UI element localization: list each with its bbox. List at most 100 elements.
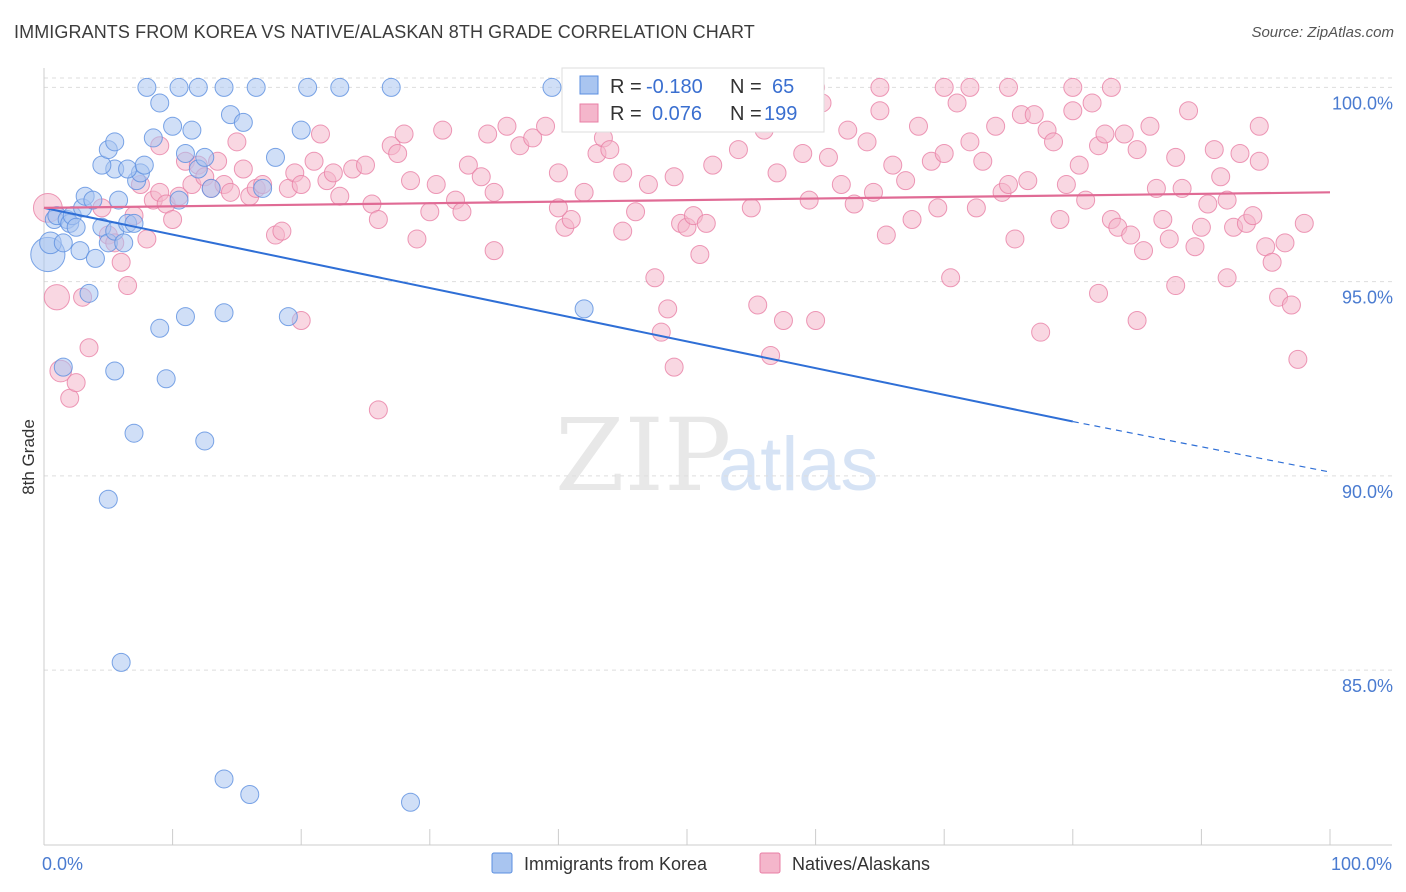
native-point: [548, 163, 568, 183]
native-point: [908, 116, 928, 136]
native-point: [831, 175, 851, 195]
native-point: [1134, 241, 1154, 261]
korea-point: [85, 248, 105, 268]
native-point: [458, 155, 478, 175]
y-tick-label: 100.0%: [1332, 93, 1393, 113]
korea-point: [111, 652, 131, 672]
native-point: [330, 186, 350, 206]
native-point: [484, 182, 504, 202]
y-axis-label: 8th Grade: [19, 419, 38, 495]
native-point: [664, 167, 684, 187]
native-point: [1050, 210, 1070, 230]
korea-point: [163, 116, 183, 136]
korea-point: [124, 213, 144, 233]
stats-native-r-value: 0.076: [652, 103, 702, 125]
native-point: [876, 225, 896, 245]
native-point: [999, 77, 1018, 97]
native-point: [1153, 210, 1173, 230]
native-point: [1204, 140, 1224, 160]
korea-point: [201, 178, 221, 198]
native-point: [323, 163, 343, 183]
native-point: [484, 241, 504, 261]
korea-point: [150, 93, 170, 113]
native-point: [356, 155, 375, 175]
native-point: [1275, 233, 1295, 253]
trend-lines: [43, 191, 1331, 473]
native-point: [960, 77, 980, 97]
stats-native-n-label: N =: [730, 103, 762, 125]
legend: Immigrants from Korea Natives/Alaskans: [491, 852, 930, 874]
native-point: [703, 155, 723, 175]
korea-point: [175, 143, 195, 163]
native-point: [310, 124, 330, 144]
native-point: [426, 175, 446, 195]
native-point: [1217, 268, 1237, 288]
korea-point: [53, 357, 73, 377]
native-point: [407, 229, 427, 249]
korea-point: [265, 147, 285, 167]
native-point: [561, 210, 581, 230]
native-point: [966, 198, 986, 218]
korea-point: [105, 132, 125, 152]
native-point: [1262, 252, 1282, 272]
stats-native-n-value: 199: [764, 103, 797, 125]
korea-point: [109, 190, 129, 210]
y-tick-label: 85.0%: [1342, 676, 1393, 696]
native-point: [1127, 140, 1147, 160]
native-point: [1249, 116, 1269, 136]
korea-points: [30, 77, 639, 812]
korea-point: [53, 233, 73, 253]
native-point: [401, 171, 421, 191]
chart-title: IMMIGRANTS FROM KOREA VS NATIVE/ALASKAN …: [14, 22, 755, 42]
native-point: [1005, 229, 1025, 249]
native-point: [420, 202, 440, 222]
stats-korea-r-label: R =: [610, 76, 642, 98]
native-point: [548, 198, 568, 218]
legend-korea-label: Immigrants from Korea: [524, 854, 708, 874]
native-point: [1044, 132, 1064, 152]
native-point: [883, 155, 903, 175]
korea-point: [214, 303, 234, 323]
native-point: [1217, 190, 1237, 210]
native-point: [999, 175, 1018, 195]
native-point: [1172, 178, 1192, 198]
native-point: [368, 400, 388, 420]
stats-box-frame: [561, 67, 825, 133]
native-point: [43, 284, 70, 311]
korea-point: [169, 77, 189, 97]
native-point: [394, 124, 414, 144]
korea-point: [118, 159, 138, 179]
korea-point: [574, 299, 594, 319]
native-point: [1179, 101, 1199, 121]
korea-point: [253, 178, 273, 198]
native-point: [870, 77, 890, 97]
korea-point: [291, 120, 311, 140]
native-point: [452, 202, 472, 222]
native-point: [163, 210, 183, 230]
native-point: [748, 295, 768, 315]
stats-korea-n-value: 65: [772, 76, 794, 98]
native-point: [536, 116, 556, 136]
native-point: [233, 159, 253, 179]
source-credit: Source: ZipAtlas.com: [1251, 24, 1394, 41]
korea-point: [233, 112, 253, 132]
korea-point: [330, 77, 350, 97]
native-point: [664, 357, 684, 377]
korea-point: [246, 77, 266, 97]
native-point: [741, 198, 761, 218]
native-point: [1069, 155, 1089, 175]
native-point: [1056, 175, 1076, 195]
watermark-atlas: atlas: [718, 422, 879, 507]
native-point: [902, 210, 922, 230]
native-point: [761, 345, 781, 365]
native-point: [1211, 167, 1231, 187]
native-point: [1089, 283, 1109, 303]
korea-point: [381, 77, 401, 97]
native-point: [497, 116, 517, 136]
korea-point: [169, 190, 189, 210]
native-point: [844, 194, 864, 214]
native-point: [433, 120, 453, 140]
native-point: [1076, 190, 1096, 210]
native-point: [1063, 101, 1083, 121]
